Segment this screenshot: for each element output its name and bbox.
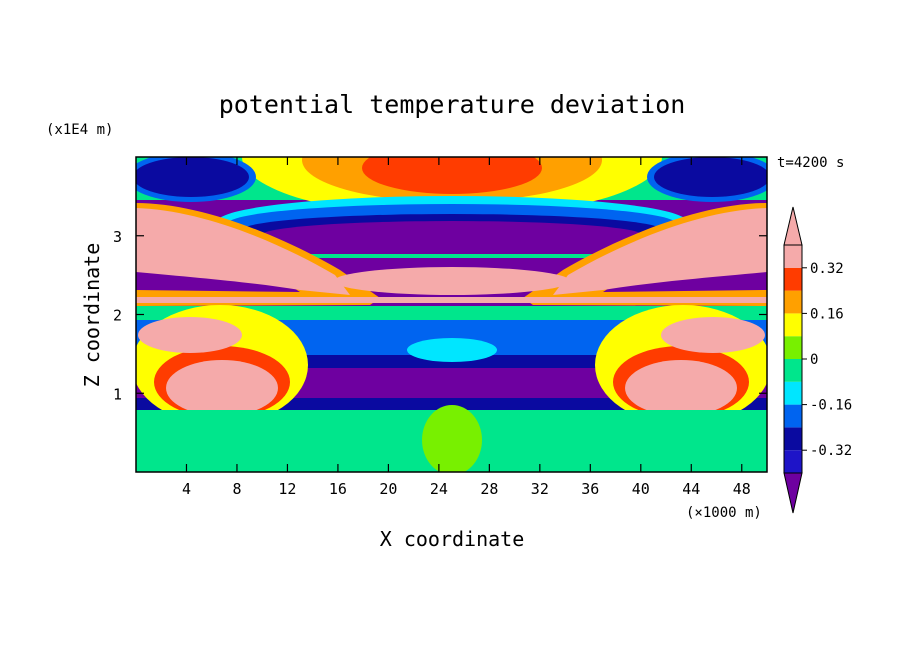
y-tick-label: 3 (113, 228, 122, 246)
time-label: t=4200 s (777, 155, 844, 171)
x-tick-label: 36 (581, 480, 599, 498)
chart-title: potential temperature deviation (219, 90, 686, 119)
x-tick-label: 20 (379, 480, 397, 498)
colorbar: 0.32 0.16 0 -0.16 -0.32 (783, 206, 852, 514)
colorbar-label: 0 (810, 352, 818, 368)
x-tick-label: 28 (480, 480, 498, 498)
colorbar-label: 0.16 (810, 306, 844, 322)
x-tick-label: 24 (430, 480, 448, 498)
right-wing-pink (553, 208, 767, 295)
colorbar-segment (784, 404, 802, 428)
colorbar-label: 0.32 (810, 261, 844, 277)
colorbar-segment (784, 267, 802, 291)
contour-field (136, 157, 767, 472)
mid-pink-band (136, 297, 767, 303)
top-right-darkblue (654, 157, 767, 197)
x-tick-label: 12 (278, 480, 296, 498)
colorbar-segment (784, 313, 802, 337)
colorbar-segment (784, 359, 802, 382)
colorbar-segment (784, 450, 802, 473)
left-wing-pink (136, 208, 350, 295)
colorbar-extend-top (783, 206, 803, 246)
x-tick-label: 40 (632, 480, 650, 498)
y-axis-ticks: 1 2 3 (113, 228, 767, 403)
right-vortex-pink (625, 360, 737, 416)
x-axis-label: X coordinate (380, 527, 525, 551)
center-green-plume (422, 405, 482, 472)
colorbar-segment (784, 290, 802, 314)
x-axis-ticks: 4 8 12 16 20 24 28 32 36 40 44 48 (182, 157, 751, 498)
y-axis-label: Z coordinate (80, 243, 104, 388)
colorbar-segment (784, 427, 802, 451)
colorbar-label: -0.16 (810, 398, 852, 414)
colorbar-segment (784, 381, 802, 405)
top-left-darkblue (136, 157, 249, 197)
colorbar-segment (784, 245, 802, 268)
x-tick-label: 8 (232, 480, 241, 498)
right-upper-pink (661, 317, 765, 353)
y-tick-label: 1 (113, 385, 122, 403)
colorbar-segment (784, 336, 802, 359)
x-tick-label: 4 (182, 480, 191, 498)
x-tick-label: 44 (682, 480, 700, 498)
x-tick-label: 16 (329, 480, 347, 498)
colorbar-extend-bottom (783, 472, 803, 514)
center-cyan-blob (407, 338, 497, 362)
x-tick-label: 48 (733, 480, 751, 498)
x-unit-label: (×1000 m) (686, 505, 762, 521)
left-vortex-pink (166, 360, 278, 416)
y-tick-label: 2 (113, 307, 122, 325)
center-pink-band (334, 267, 570, 295)
y-unit-label: (x1E4 m) (46, 122, 113, 138)
left-upper-pink (138, 317, 242, 353)
x-tick-label: 32 (531, 480, 549, 498)
colorbar-label: -0.32 (810, 443, 852, 459)
top-warm-red (362, 157, 542, 194)
upper-purple (262, 221, 642, 249)
